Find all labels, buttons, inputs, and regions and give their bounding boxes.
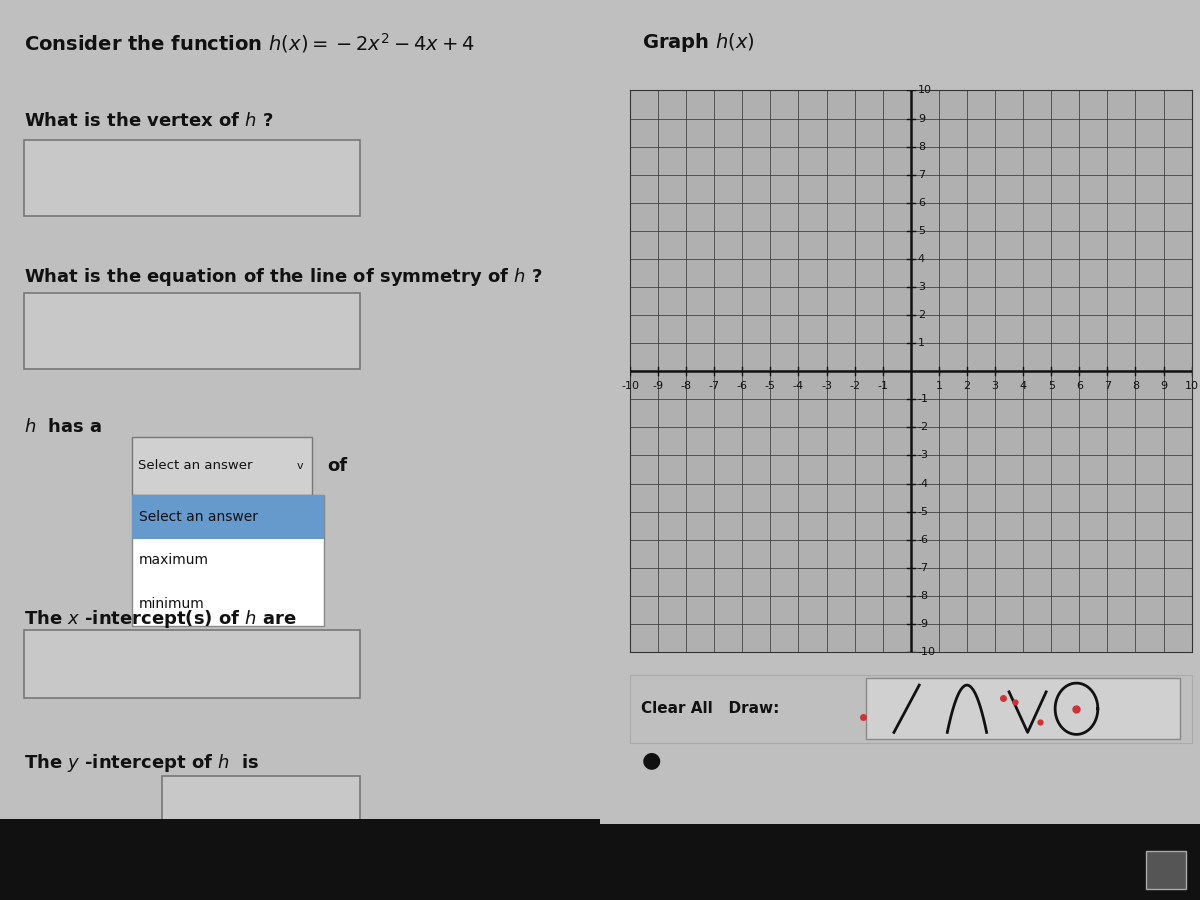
Text: 10: 10: [1184, 381, 1199, 392]
Circle shape: [161, 831, 199, 888]
Text: v: v: [298, 461, 304, 471]
Text: -4: -4: [918, 479, 929, 489]
Text: 1: 1: [918, 338, 925, 348]
Text: -6: -6: [918, 535, 929, 544]
Text: 9: 9: [918, 113, 925, 123]
Text: -4: -4: [793, 381, 804, 392]
Bar: [252, 839, 286, 884]
Bar: [24, 140, 360, 216]
Text: 8: 8: [1132, 381, 1139, 392]
Text: $h$  has a: $h$ has a: [24, 418, 102, 436]
Text: ●: ●: [642, 751, 661, 770]
Text: 9: 9: [1160, 381, 1168, 392]
Text: 4: 4: [1020, 381, 1027, 392]
Text: -10: -10: [918, 647, 936, 657]
Text: -8: -8: [918, 591, 929, 601]
Text: -1: -1: [918, 394, 929, 404]
Text: Clear All   Draw:: Clear All Draw:: [641, 701, 780, 716]
Text: 7: 7: [1104, 381, 1111, 392]
Text: Consider the function $h(x) = -2x^2 - 4x + 4$: Consider the function $h(x) = -2x^2 - 4x…: [24, 32, 475, 56]
Text: 2: 2: [918, 310, 925, 320]
Text: 1: 1: [935, 381, 942, 392]
Text: -9: -9: [653, 381, 664, 392]
Bar: [24, 630, 360, 698]
Text: minimum: minimum: [139, 597, 205, 611]
Text: -3: -3: [918, 451, 929, 461]
Text: The $y$ -intercept of $h$  is: The $y$ -intercept of $h$ is: [24, 752, 259, 773]
Text: 3: 3: [991, 381, 998, 392]
Text: -2: -2: [850, 381, 860, 392]
Text: 7: 7: [918, 170, 925, 180]
Text: -8: -8: [680, 381, 691, 392]
Bar: [24, 292, 360, 369]
Text: 4: 4: [918, 254, 925, 264]
Bar: [132, 495, 324, 538]
Bar: [132, 495, 324, 626]
Text: Graph $h(x)$: Graph $h(x)$: [642, 32, 755, 55]
Text: The $x$ -intercept(s) of $h$ are: The $x$ -intercept(s) of $h$ are: [24, 608, 296, 629]
Bar: [0, 819, 600, 900]
Text: What is the vertex of $h$ ?: What is the vertex of $h$ ?: [24, 112, 274, 130]
Circle shape: [173, 849, 187, 870]
Text: -2: -2: [918, 422, 929, 432]
Text: 6: 6: [918, 198, 925, 208]
Text: -5: -5: [918, 507, 929, 517]
Text: -10: -10: [622, 381, 640, 392]
Text: Select an answer: Select an answer: [139, 509, 258, 524]
Text: -1: -1: [877, 381, 888, 392]
Text: -3: -3: [821, 381, 832, 392]
Bar: [866, 679, 1181, 739]
Bar: [162, 776, 360, 837]
Text: -5: -5: [764, 381, 776, 392]
Text: maximum: maximum: [139, 554, 209, 567]
Bar: [132, 436, 312, 495]
Text: -7: -7: [918, 562, 929, 572]
Text: -7: -7: [709, 381, 720, 392]
Text: 5: 5: [918, 226, 925, 236]
Text: of: of: [326, 456, 347, 474]
Text: 2: 2: [964, 381, 971, 392]
Text: 3: 3: [918, 282, 925, 292]
Text: 6: 6: [1075, 381, 1082, 392]
Text: -9: -9: [918, 619, 929, 629]
Bar: [252, 833, 266, 850]
Text: 5: 5: [1048, 381, 1055, 392]
Text: -6: -6: [737, 381, 748, 392]
Text: Select an answer: Select an answer: [138, 459, 252, 472]
Text: 8: 8: [918, 141, 925, 151]
Text: What is the equation of the line of symmetry of $h$ ?: What is the equation of the line of symm…: [24, 266, 542, 287]
Text: 10: 10: [918, 86, 932, 95]
